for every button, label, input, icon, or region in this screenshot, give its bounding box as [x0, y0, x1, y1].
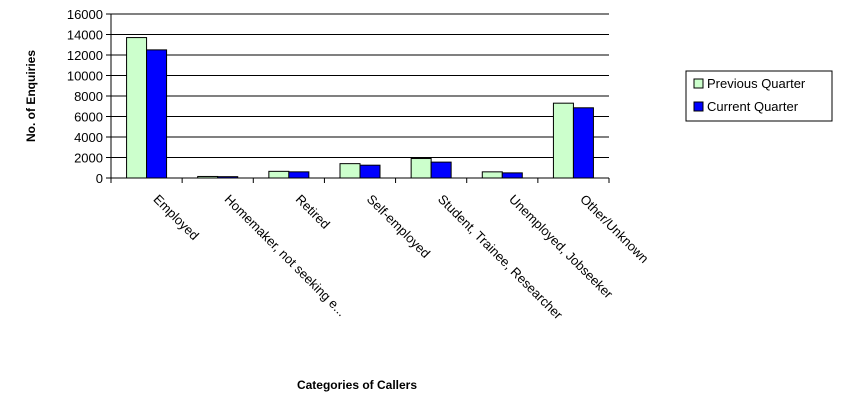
- gridlines: [111, 13, 609, 158]
- category-label: Student, Trainee, Researcher: [435, 192, 566, 323]
- y-tick-label: 14000: [67, 28, 103, 43]
- category-labels: Employed Homemaker, not seeking e...Retir…: [150, 192, 651, 323]
- axes: [106, 13, 610, 183]
- y-tick-labels: 0 2000 4000 6000 8000 10000 12000 14000 16000: [67, 7, 103, 186]
- bar-current-3: [359, 164, 381, 179]
- y-tick-label: 10000: [67, 69, 103, 84]
- y-axis-title: No. of Enquiries: [24, 50, 38, 142]
- y-tick-label: 0: [96, 171, 103, 186]
- x-axis-title: Categories of Callers: [297, 378, 417, 392]
- bar-current-5: [501, 172, 523, 179]
- bar-current-0: [146, 49, 168, 179]
- bar-previous-0: [126, 37, 148, 179]
- y-tick-label: 16000: [67, 7, 103, 22]
- legend-label-current-quarter: Current Quarter: [707, 99, 799, 114]
- category-label: Self-employed: [364, 192, 433, 261]
- y-tick-label: 12000: [67, 48, 103, 63]
- y-tick-label: 2000: [74, 151, 103, 166]
- category-label: Homemaker, not seeking e...: [222, 192, 350, 320]
- legend-swatch-current-quarter: [693, 101, 704, 112]
- legend-swatch-previous-quarter: [693, 78, 704, 89]
- bar-current-6: [572, 107, 594, 179]
- y-tick-label: 8000: [74, 89, 103, 104]
- y-tick-label: 4000: [74, 130, 103, 145]
- legend-box: [685, 70, 833, 122]
- bars: [126, 37, 594, 179]
- bar-previous-4: [410, 158, 432, 179]
- bar-previous-6: [552, 102, 574, 179]
- bar-current-2: [288, 171, 310, 179]
- bar-previous-5: [481, 171, 503, 179]
- y-tick-label: 6000: [74, 110, 103, 125]
- bar-previous-3: [339, 163, 361, 179]
- category-label: Retired: [293, 192, 333, 232]
- category-label: Other/Unknown: [577, 192, 651, 266]
- bar-previous-2: [268, 170, 290, 179]
- bar-current-4: [430, 161, 452, 179]
- legend: Previous Quarter Current Quarter: [685, 70, 833, 122]
- category-label: Employed: [150, 192, 201, 243]
- legend-label-previous-quarter: Previous Quarter: [707, 76, 806, 91]
